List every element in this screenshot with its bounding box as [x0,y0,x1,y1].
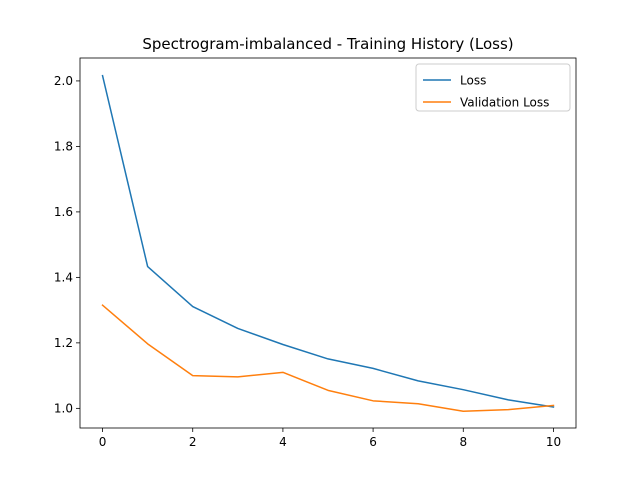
chart-title: Spectrogram-imbalanced - Training Histor… [142,35,513,53]
x-axis: 0 2 4 6 8 10 [99,428,561,449]
legend-label: Loss [460,74,486,88]
legend: Loss Validation Loss [415,63,571,112]
x-tick-label: 0 [99,435,107,449]
y-tick-label: 1.4 [54,270,73,284]
y-tick-label: 1.8 [54,139,73,153]
x-tick-label: 6 [369,435,377,449]
y-axis: 1.0 1.2 1.4 1.6 1.8 2.0 [54,74,80,415]
y-tick-label: 2.0 [54,74,73,88]
y-tick-label: 1.0 [54,401,73,415]
series-line-loss [101,74,555,408]
x-tick-label: 10 [546,435,561,449]
y-tick-label: 1.2 [54,336,73,350]
y-tick-label: 1.6 [54,205,73,219]
legend-label: Validation Loss [460,96,549,110]
x-tick-label: 4 [279,435,287,449]
x-tick-label: 2 [189,435,197,449]
series-layer [101,74,555,413]
legend-box [415,63,571,112]
x-tick-label: 8 [459,435,467,449]
series-line-validation-loss [101,304,555,413]
plot-frame [79,57,577,429]
